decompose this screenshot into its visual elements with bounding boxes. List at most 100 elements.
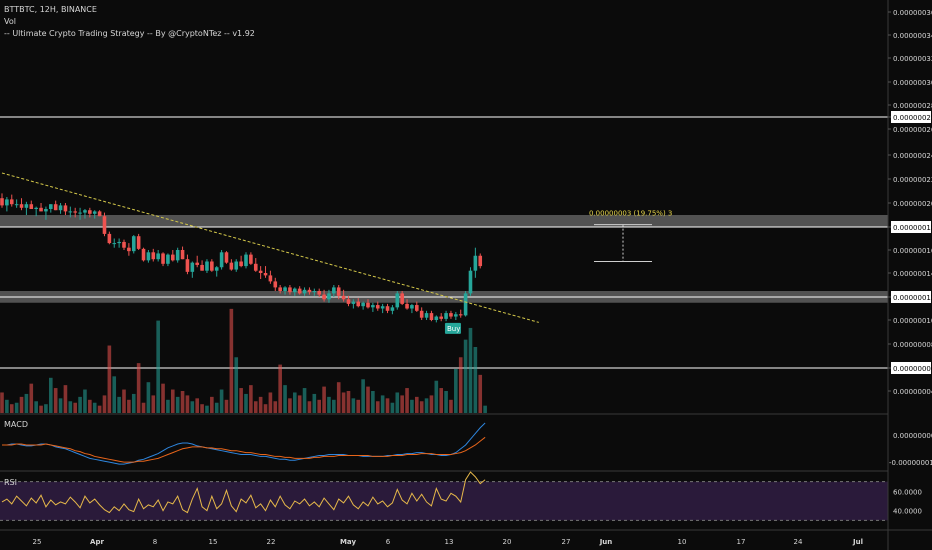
volume-bar (390, 402, 395, 413)
y-tick-label: 0.00000030 (893, 79, 932, 87)
candle-body (14, 204, 19, 206)
volume-bar (63, 385, 68, 413)
y-tick-label: 0.00000008 (893, 341, 932, 349)
volume-bar (346, 391, 351, 413)
macd-tick-label: 0.00000000 (893, 432, 932, 440)
macd-label: MACD (4, 420, 28, 429)
y-tick-label: 0.00000022 (893, 176, 932, 184)
candle-body (434, 316, 439, 320)
y-tick-label: 0.00000012 (893, 294, 932, 302)
candle-body (39, 207, 43, 212)
volume-bar (161, 383, 165, 413)
levels-layer (0, 116, 888, 369)
y-tick-label: 0.00000024 (893, 152, 932, 160)
x-tick-label: 13 (445, 538, 454, 546)
candle-body (136, 236, 141, 249)
candle-body (171, 254, 175, 261)
volume-bar (239, 388, 243, 413)
volume-bar (107, 345, 112, 413)
volume-bar (0, 392, 4, 413)
volume-bar (190, 401, 195, 413)
x-tick-label: 10 (678, 538, 687, 546)
y-tick-label: 0.00000018 (893, 224, 932, 232)
volume-bar (9, 404, 14, 413)
volume-bar (166, 399, 170, 413)
candle-body (346, 299, 351, 304)
candle-body (141, 248, 146, 261)
y-tick-label: 0.00000028 (893, 102, 932, 110)
volume-bar (395, 392, 400, 413)
volume-bar (210, 396, 214, 413)
candle-body (117, 241, 121, 244)
volume-bar (195, 398, 199, 413)
candle-body (253, 263, 258, 271)
volume-bar (273, 401, 278, 413)
volume-bar (44, 404, 48, 413)
candle-body (73, 211, 77, 213)
candle-body (390, 307, 395, 311)
volume-bar (327, 396, 331, 413)
y-tick-highlight (891, 221, 931, 233)
candle-body (190, 262, 195, 272)
volume-bar (424, 398, 429, 413)
strategy-label: -- Ultimate Crypto Trading Strategy -- B… (4, 29, 255, 38)
x-tick-label: 25 (33, 538, 42, 546)
volume-bar (49, 377, 53, 413)
candle-body (5, 199, 9, 206)
volume-bar (5, 399, 9, 413)
volume-bar (171, 389, 175, 413)
volume-bar (127, 399, 131, 413)
measure-layer: 0.00000003 (19.75%) 3 (589, 210, 672, 262)
y-tick-label: 0.00000026 (893, 126, 932, 134)
candle-body (200, 264, 204, 271)
volume-bar (361, 379, 365, 413)
candle-body (429, 313, 434, 320)
candle-body (156, 253, 160, 260)
volume-bar (34, 401, 38, 413)
candle-body (210, 261, 214, 271)
buy-badge (444, 322, 461, 334)
volume-bar (122, 389, 126, 413)
x-tick-label: May (340, 538, 356, 546)
candle-body (458, 314, 463, 316)
y-tick-label: 0.00000014 (893, 270, 932, 278)
volume-bar (317, 399, 321, 413)
candle-body (175, 250, 180, 261)
volume-bar (258, 396, 263, 413)
candle-body (278, 287, 282, 291)
candle-body (24, 204, 29, 208)
volume-bar (102, 395, 107, 413)
volume-bar (224, 399, 229, 413)
volume-bar (175, 396, 180, 413)
volume-bar (351, 398, 356, 413)
volume-bar (293, 392, 297, 413)
volume-bar (53, 388, 58, 413)
candle-body (312, 291, 317, 293)
candle-body (219, 252, 224, 268)
volume-bar (439, 388, 443, 413)
candle-body (224, 252, 229, 263)
candle-body (449, 313, 453, 317)
candle-body (361, 302, 365, 307)
candle-body (332, 287, 336, 294)
volume-bar (434, 380, 439, 413)
volume-bar (302, 388, 307, 413)
rsi-tick-label: 60.0000 (893, 488, 922, 496)
volume-bar (371, 391, 375, 413)
x-tick-label: Jul (852, 538, 863, 546)
volume-bar (405, 388, 409, 413)
y-tick-label: 0.00000004 (893, 388, 932, 396)
candle-body (44, 209, 48, 212)
y-tick-highlight (891, 362, 931, 374)
volume-bar (249, 385, 253, 413)
candle-body (356, 301, 361, 307)
candle-body (161, 253, 165, 264)
candle-body (88, 210, 92, 214)
candle-body (415, 305, 419, 311)
y-tick-label: 0.00000027 (893, 114, 932, 122)
x-tick-label: 24 (794, 538, 803, 546)
candle-body (63, 205, 68, 212)
candle-body (288, 287, 292, 293)
zones-layer (0, 215, 888, 303)
